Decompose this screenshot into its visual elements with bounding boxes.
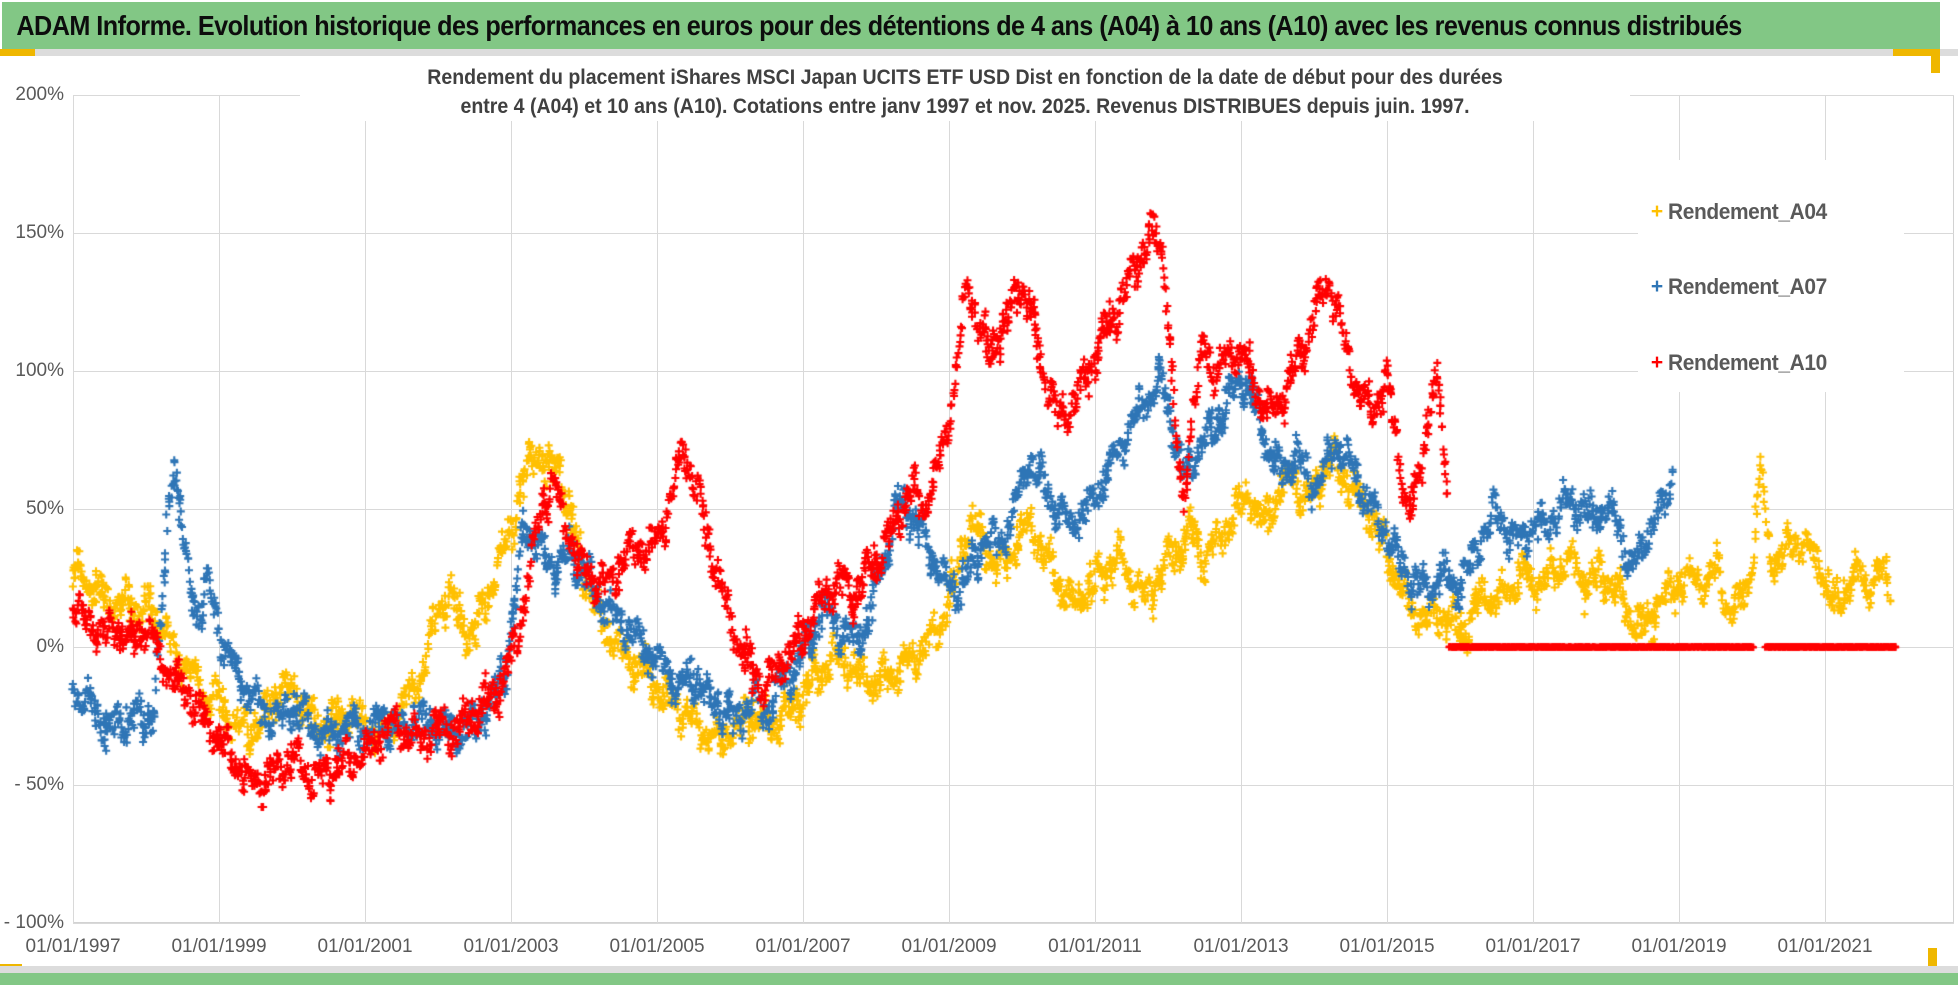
chart-legend: + Rendement_A04 + Rendement_A07 + Rendement_A…	[1638, 160, 1904, 392]
chart-title: Rendement du placement iShares MSCI Japa…	[300, 63, 1630, 121]
legend-label: Rendement_A07	[1668, 274, 1827, 299]
legend-marker-icon: +	[1650, 275, 1664, 298]
chart-title-line-2: entre 4 (A04) et 10 ans (A10). Cotations…	[460, 95, 1470, 118]
chart-title-line-1: Rendement du placement iShares MSCI Japa…	[427, 66, 1503, 89]
legend-item: + Rendement_A07	[1646, 274, 1835, 300]
legend-item: + Rendement_A04	[1646, 199, 1835, 225]
legend-label: Rendement_A10	[1668, 350, 1827, 375]
legend-marker-icon: +	[1650, 351, 1664, 374]
legend-item: + Rendement_A10	[1646, 350, 1835, 376]
legend-marker-icon: +	[1650, 200, 1664, 223]
legend-label: Rendement_A04	[1668, 199, 1827, 224]
